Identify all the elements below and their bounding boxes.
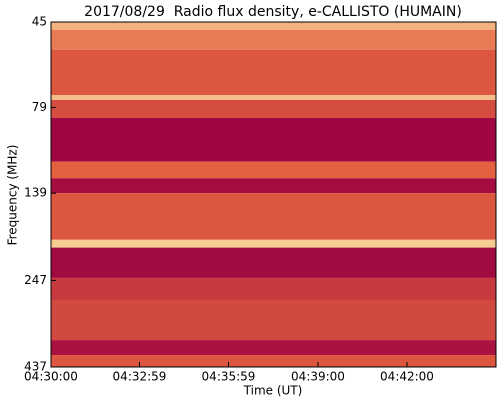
spectrum-band [51, 99, 496, 118]
spectrum-band [51, 247, 496, 278]
spectrum-band [51, 29, 496, 50]
y-tick-label: 139 [24, 186, 47, 200]
spectrum-band [51, 117, 496, 162]
y-tick-label: 247 [24, 273, 47, 287]
x-tick-label: 04:32:59 [113, 370, 167, 384]
plot-frame [50, 21, 497, 368]
y-tick-label: 437 [24, 360, 47, 374]
x-tick-label: 04:42:00 [380, 370, 434, 384]
spectrum-band [51, 95, 496, 100]
spectrum-band [51, 193, 496, 240]
spectrum-band [51, 340, 496, 356]
x-tick-label: 04:39:00 [291, 370, 345, 384]
spectrum-band [51, 178, 496, 194]
x-axis-label: Time (UT) [243, 384, 303, 398]
spectrum-band [51, 299, 496, 341]
spectrum-band [51, 355, 496, 367]
spectrum-band [51, 161, 496, 179]
y-tick-label: 45 [32, 15, 47, 29]
y-tick-label: 79 [32, 100, 47, 114]
spectrum-band [51, 22, 496, 30]
y-axis-label: Frequency (MHz) [6, 145, 20, 246]
x-tick-label: 04:30:00 [24, 370, 78, 384]
spectrum-band [51, 239, 496, 248]
spectrum-band [51, 49, 496, 96]
chart-title: 2017/08/29 Radio flux density, e-CALLIST… [84, 4, 462, 20]
x-tick-label: 04:35:59 [202, 370, 256, 384]
spectrum-band [51, 277, 496, 300]
